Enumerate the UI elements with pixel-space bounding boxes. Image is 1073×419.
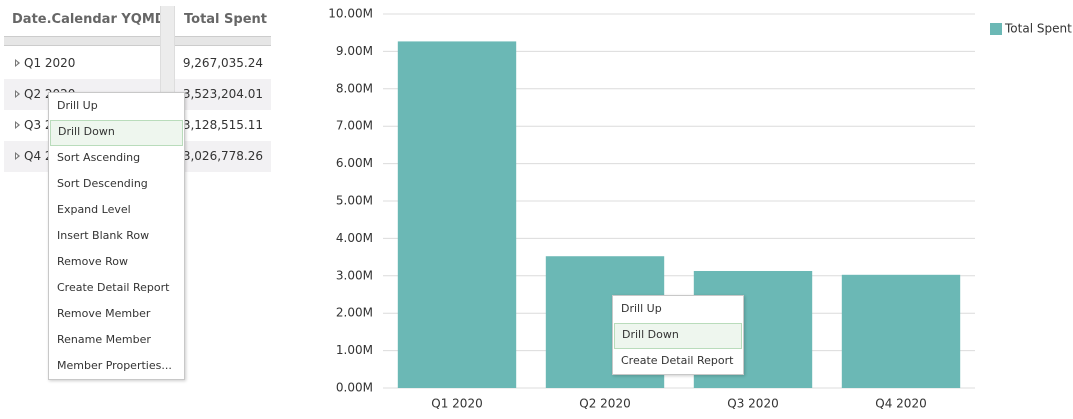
menu-item[interactable]: Drill Up: [57, 99, 98, 112]
menu-item[interactable]: Drill Up: [621, 302, 662, 315]
expand-icon[interactable]: [15, 90, 20, 98]
y-tick-label: 9.00M: [336, 44, 373, 58]
y-tick-label: 7.00M: [336, 119, 373, 133]
y-tick-label: 5.00M: [336, 194, 373, 208]
x-tick-label: Q2 2020: [579, 397, 630, 411]
menu-item[interactable]: Expand Level: [57, 203, 131, 216]
y-tick-label: 10.00M: [328, 7, 373, 21]
x-tick-label: Q4 2020: [875, 397, 926, 411]
y-tick-label: 3.00M: [336, 268, 373, 282]
expand-icon[interactable]: [15, 121, 20, 129]
column-header[interactable]: Date.Calendar YQMD: [12, 12, 166, 27]
y-tick-label: 8.00M: [336, 81, 373, 95]
context-menu: Drill Up Drill Down Sort Ascending Sort Des…: [48, 92, 185, 380]
expand-icon[interactable]: [15, 152, 20, 160]
bar: [841, 274, 961, 388]
y-tick-label: 4.00M: [336, 231, 373, 245]
menu-item[interactable]: Drill Down: [614, 323, 742, 349]
menu-item[interactable]: Sort Descending: [57, 177, 148, 190]
row-value: 9,267,035.24: [182, 56, 263, 70]
y-tick-label: 1.00M: [336, 343, 373, 357]
row-value: 3,026,778.26: [182, 149, 263, 163]
menu-item[interactable]: Rename Member: [57, 333, 151, 346]
row-label: Q1 2020: [24, 56, 76, 70]
menu-item[interactable]: Remove Member: [57, 307, 151, 320]
legend-label: Total Spent: [1004, 22, 1072, 36]
y-tick-label: 2.00M: [336, 306, 373, 320]
row-value: 3,523,204.01: [182, 87, 263, 101]
menu-item[interactable]: Sort Ascending: [57, 151, 141, 164]
y-tick-label: 0.00M: [336, 381, 373, 395]
expand-icon[interactable]: [15, 59, 20, 67]
column-header[interactable]: Total Spent: [184, 12, 267, 27]
bar: [397, 41, 517, 389]
row-value: 3,128,515.11: [182, 118, 263, 132]
menu-item[interactable]: Create Detail Report: [57, 281, 170, 294]
context-menu: Drill Up Drill Down Create Detail Report: [612, 295, 744, 375]
legend-swatch: [990, 23, 1002, 35]
menu-item[interactable]: Member Properties...: [57, 359, 172, 372]
menu-item[interactable]: Remove Row: [57, 255, 129, 268]
header-band: [4, 36, 271, 46]
table-row[interactable]: Q1 2020 9,267,035.24: [4, 48, 271, 79]
menu-item[interactable]: Insert Blank Row: [57, 229, 150, 242]
x-tick-label: Q3 2020: [727, 397, 778, 411]
x-tick-label: Q1 2020: [431, 397, 482, 411]
menu-item[interactable]: Drill Down: [50, 120, 183, 146]
menu-item[interactable]: Create Detail Report: [621, 354, 734, 367]
y-tick-label: 6.00M: [336, 156, 373, 170]
